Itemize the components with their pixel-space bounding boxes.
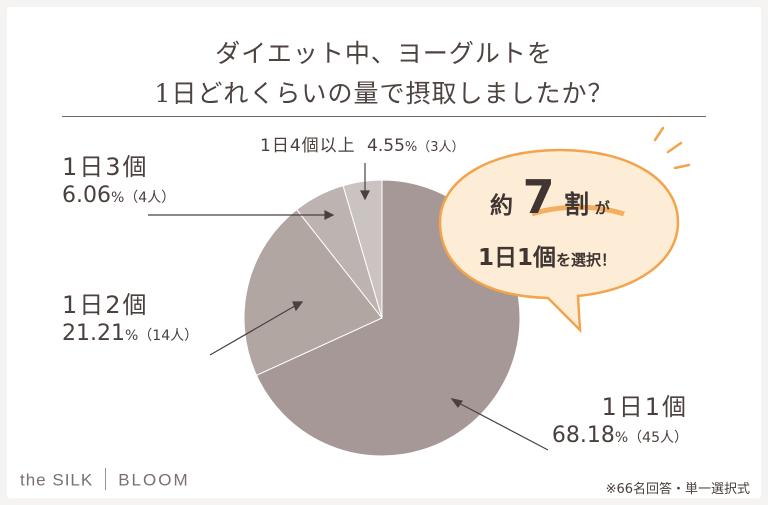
brand-logo: the SILK BLOOM [20, 468, 190, 492]
brand-left: the SILK [20, 470, 94, 490]
label-1-count: （45人） [628, 430, 688, 446]
label-2-value: 21.21%（14人） [62, 320, 198, 350]
leader-line-2 [209, 302, 301, 356]
pie-slice-4plus [342, 179, 383, 319]
label-2-percent: 21.21 [62, 321, 125, 346]
callout-number: 7 [522, 170, 555, 224]
callout-selected: を選択！ [556, 251, 617, 269]
leader-arrow-3 [324, 210, 335, 220]
label-1-percent: 68.18 [551, 423, 615, 448]
label-2-count: （14人） [138, 328, 199, 344]
label-3: 1日3個 6.06%（4人） [62, 152, 175, 212]
label-4plus-percent: 4.55 [367, 136, 405, 156]
leader-arrow-1 [450, 398, 463, 409]
callout-sparks [653, 126, 691, 170]
title-divider [62, 116, 706, 117]
pie-slice-2 [243, 208, 383, 377]
title-line-1: ダイエット中、ヨーグルトを [215, 39, 553, 68]
leader-arrow-2 [292, 301, 304, 312]
leader-arrow-4 [360, 190, 370, 201]
label-4plus-name: 1日4個以上 [260, 136, 356, 156]
callout-line-2: 1日1個を選択！ [478, 238, 616, 272]
leader-lines [148, 163, 549, 451]
callout-highlight [531, 204, 625, 217]
label-2-name: 1日2個 [62, 291, 149, 319]
label-1-value: 68.18%（45人） [552, 422, 688, 452]
leader-line-1 [452, 399, 549, 451]
label-3-value: 6.06%（4人） [62, 182, 175, 212]
label-4plus-count: （3人） [417, 140, 465, 155]
label-3-name: 1日3個 [62, 153, 149, 181]
brand-right: BLOOM [118, 470, 190, 490]
callout-shape [438, 148, 680, 334]
label-1-unit: % [614, 430, 629, 446]
title-line-2: 1日どれくらいの量で摂取しましたか？ [154, 79, 614, 108]
footnote: ※66名回答・単一選択式 [605, 482, 750, 497]
callout-word-wari: 割 [564, 190, 590, 219]
brand-separator [105, 468, 107, 490]
callout-bubble [438, 126, 691, 334]
label-2: 1日2個 21.21%（14人） [62, 290, 198, 350]
callout-line-1: 約 7 割 が [490, 170, 610, 224]
label-4plus: 1日4個以上 4.55%（3人） [260, 131, 465, 156]
label-3-unit: % [110, 190, 125, 206]
callout-word-ga: が [594, 199, 610, 217]
label-3-count: （4人） [124, 190, 176, 206]
callout-word-yaku: 約 [490, 193, 513, 219]
label-3-percent: 6.06 [62, 183, 111, 208]
label-4plus-unit: % [404, 140, 418, 155]
label-1: 1日1個 68.18%（45人） [552, 392, 688, 452]
label-1-name: 1日1個 [601, 393, 688, 421]
callout-choice: 1日1個 [478, 245, 557, 271]
label-2-unit: % [124, 328, 139, 344]
